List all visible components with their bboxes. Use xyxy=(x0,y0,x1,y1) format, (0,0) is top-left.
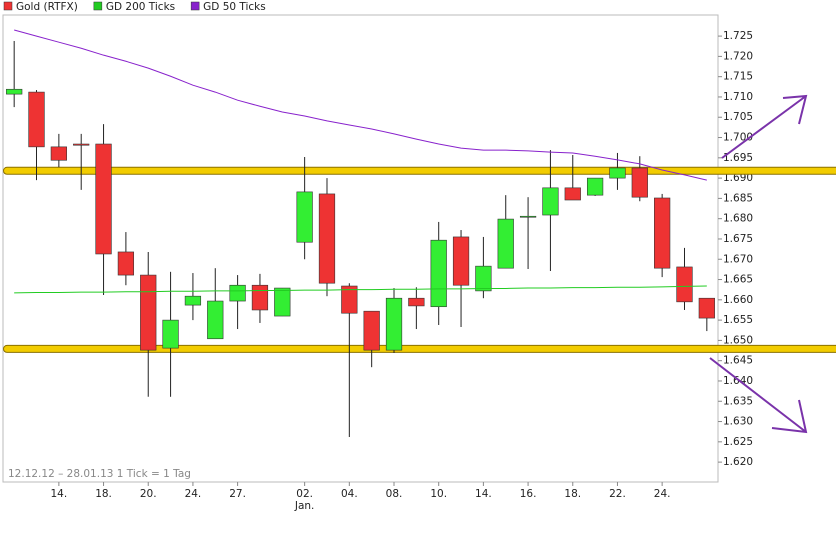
candle-body xyxy=(676,266,693,303)
x-tick-label: 24. xyxy=(185,488,202,500)
y-tick-label: 1.655 xyxy=(723,314,753,326)
candle-body xyxy=(452,236,470,286)
x-tick-label: 10. xyxy=(430,488,447,500)
candle-body xyxy=(184,295,202,306)
y-tick-label: 1.620 xyxy=(723,456,753,468)
candle-body xyxy=(251,284,269,311)
y-tick-label: 1.705 xyxy=(723,111,753,123)
y-tick-label: 1.710 xyxy=(723,91,753,103)
ma-line xyxy=(14,285,707,294)
arrow-up xyxy=(721,94,808,159)
x-tick-label: 04. xyxy=(341,488,358,500)
candle-body xyxy=(50,146,67,161)
x-tick-label: 16. xyxy=(520,488,537,500)
candle-body xyxy=(73,143,90,146)
x-tick-label: 14. xyxy=(475,488,492,500)
y-tick-label: 1.660 xyxy=(723,294,753,306)
candle-body xyxy=(542,187,559,216)
candle-body xyxy=(564,187,581,201)
annotation-arrows xyxy=(709,94,808,434)
candle-body xyxy=(408,297,425,307)
y-tick-label: 1.640 xyxy=(723,375,753,387)
candle-body xyxy=(229,284,246,302)
candle-body xyxy=(296,191,313,243)
marks: 1.620 1.625 1.630 1.635 1.640 1.645 1.650 1.655… xyxy=(3,29,836,512)
ma-line xyxy=(14,29,707,181)
candle-body xyxy=(28,91,45,148)
candle-body xyxy=(385,297,403,351)
y-tick-label: 1.635 xyxy=(723,395,753,407)
candle-body xyxy=(430,239,447,308)
candle-body xyxy=(95,143,112,255)
legend-label: GD 200 Ticks xyxy=(106,1,175,13)
x-tick-label: 24. xyxy=(654,488,671,500)
candle-body xyxy=(586,177,604,196)
candle-body xyxy=(207,300,224,340)
candle-body xyxy=(475,265,492,292)
candle-body xyxy=(363,310,380,351)
x-tick-label: 22. xyxy=(609,488,626,500)
candle-body xyxy=(318,193,336,284)
y-tick-label: 1.625 xyxy=(723,436,753,448)
x-tick-label: 27. xyxy=(229,488,246,500)
y-tick-label: 1.685 xyxy=(723,192,753,204)
candle-body xyxy=(140,274,157,351)
candle-body xyxy=(341,285,358,314)
y-tick-label: 1.675 xyxy=(723,233,753,245)
x-tick-label: 14. xyxy=(51,488,68,500)
arrow-down xyxy=(709,357,808,434)
y-tick-label: 1.630 xyxy=(723,416,753,428)
plot-area xyxy=(2,14,719,483)
y-tick-label: 1.665 xyxy=(723,274,753,286)
y-tick-label: 1.725 xyxy=(723,30,753,42)
y-tick-label: 1.690 xyxy=(723,172,753,184)
y-tick-label: 1.715 xyxy=(723,71,753,83)
x-tick-label: 18. xyxy=(564,488,581,500)
x-tick-label: 08. xyxy=(386,488,403,500)
legend-label: Gold (RTFX) xyxy=(16,1,78,13)
x-group-label: Jan. xyxy=(294,500,315,512)
x-tick-label: 02. xyxy=(296,488,313,500)
footnote: 12.12.12 – 28.01.13 1 Tick = 1 Tag xyxy=(8,468,191,480)
candle-body xyxy=(162,319,179,349)
y-tick-label: 1.670 xyxy=(723,253,753,265)
y-tick-label: 1.695 xyxy=(723,152,753,164)
y-tick-label: 1.650 xyxy=(723,334,753,346)
candle-body xyxy=(698,297,715,319)
x-tick-label: 18. xyxy=(95,488,112,500)
candle-body xyxy=(274,287,291,317)
y-tick-label: 1.680 xyxy=(723,213,753,225)
candle-body xyxy=(117,251,135,276)
x-tick-label: 20. xyxy=(140,488,157,500)
legend-label: GD 50 Ticks xyxy=(203,1,266,13)
y-tick-label: 1.720 xyxy=(723,50,753,62)
y-tick-label: 1.645 xyxy=(723,355,753,367)
candle-body xyxy=(609,167,626,179)
legend-swatch xyxy=(190,1,200,11)
legend-swatch xyxy=(3,1,13,11)
candle-body xyxy=(631,167,648,198)
legend-swatch xyxy=(93,1,103,11)
candle-body xyxy=(6,88,23,95)
candle-body xyxy=(497,218,514,269)
candle-body xyxy=(654,197,671,269)
candle-body xyxy=(519,215,537,218)
